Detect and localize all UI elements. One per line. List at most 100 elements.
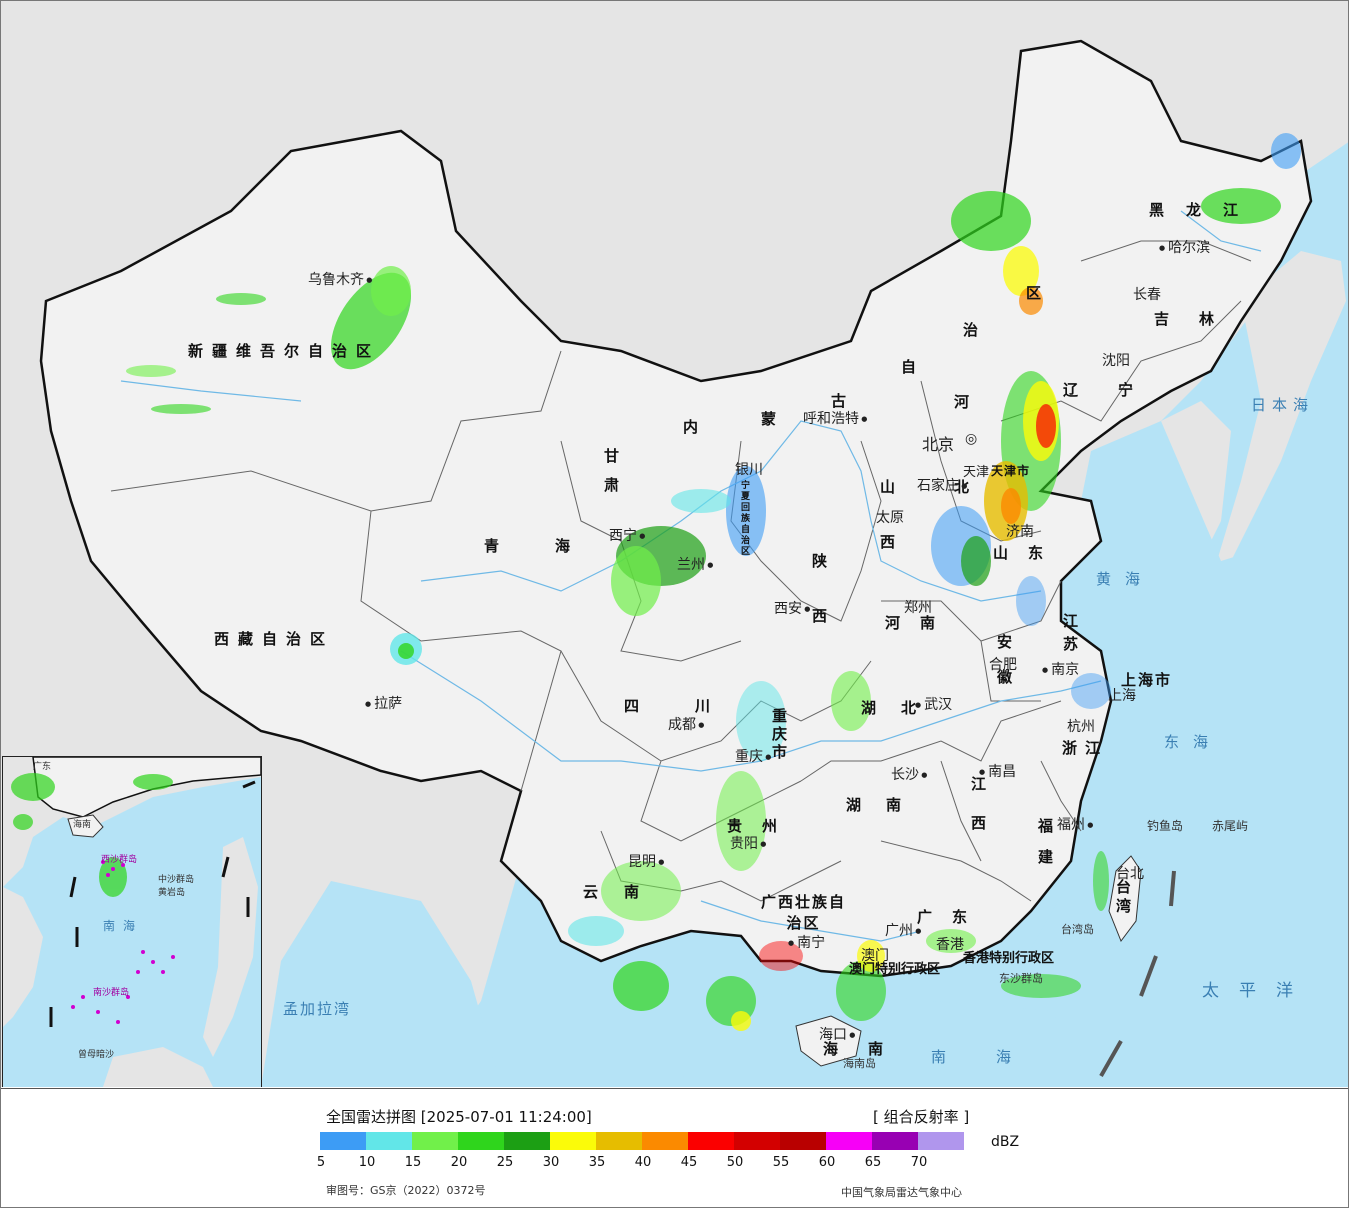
agency-credit: 中国气象局雷达气象中心 — [841, 1186, 962, 1199]
bay-bengal — [261, 881, 501, 1087]
color-swatch — [412, 1132, 458, 1150]
province-shanxi: 山西 — [878, 479, 896, 589]
province-guizhou: 贵州 — [727, 817, 798, 835]
scale-tick-label: 60 — [818, 1155, 836, 1170]
inset-reef-marks — [71, 860, 175, 1024]
province-hainan: 海南 — [823, 1040, 914, 1058]
color-swatch — [780, 1132, 826, 1150]
city-taipei: 台北 — [1116, 866, 1144, 882]
scale-tick-label: 25 — [496, 1155, 514, 1170]
province-jilin: 吉林 — [1154, 310, 1245, 328]
city-hongkong: 香港 — [936, 937, 964, 953]
province-neimenggu-1: 内 — [683, 418, 708, 436]
sea-area — [1001, 421, 1348, 1087]
city-chongqing: 重庆 — [735, 746, 771, 766]
inset-vietnam — [3, 887, 43, 1027]
color-scale-labels: 5 10 15 20 25 30 35 40 45 50 55 60 65 70 — [301, 1155, 961, 1173]
province-neimenggu-4: 自 — [901, 358, 926, 376]
inset-dash-line — [49, 780, 256, 1027]
color-swatch — [320, 1132, 366, 1150]
city-nanjing: 南京 — [1042, 659, 1079, 679]
map-approval-number: 审图号：GS京（2022）0372号 — [326, 1184, 486, 1197]
city-zhengzhou: 郑州 — [904, 600, 932, 616]
city-urumqi: 乌鲁木齐 — [308, 269, 372, 289]
province-hubei: 湖北 — [861, 699, 942, 717]
province-shanghai: 上海市 — [1121, 671, 1173, 689]
inset-svg — [3, 757, 261, 1087]
scale-tick-label: 20 — [450, 1155, 468, 1170]
city-xining: 西宁 — [609, 525, 645, 545]
city-tianjin: 天津 — [963, 465, 990, 480]
legend-title: 全国雷达拼图 [2025-07-01 11:24:00] — [326, 1108, 592, 1126]
inset-echoes — [11, 773, 173, 897]
city-nanning: 南宁 — [788, 932, 825, 952]
scale-tick-label: 70 — [910, 1155, 928, 1170]
city-nanchang: 南昌 — [979, 761, 1016, 781]
inset-borneo — [103, 1047, 213, 1087]
map-area[interactable]: 新疆维吾尔自治区 西藏自治区 青海 甘肃 四川 云南 贵州 广西壮族自治区 广东… — [1, 1, 1348, 1087]
city-shenyang: 沈阳 — [1102, 353, 1130, 369]
scale-tick-label: 40 — [634, 1155, 652, 1170]
province-henan: 河南 — [885, 614, 956, 632]
color-swatch — [918, 1132, 964, 1150]
korea-japan-land — [1161, 251, 1346, 581]
color-swatch — [872, 1132, 918, 1150]
island-hainan: 海南岛 — [843, 1057, 876, 1070]
province-neimenggu-3: 古 — [831, 392, 856, 410]
inset-hainan-label: 海南 — [73, 820, 92, 830]
island-chiwei: 赤尾屿 — [1212, 819, 1249, 833]
province-ningxia: 宁夏回族自治区 — [741, 481, 751, 557]
city-kunming: 昆明 — [628, 851, 664, 871]
color-swatch — [734, 1132, 780, 1150]
province-xizang: 西藏自治区 — [214, 630, 335, 648]
inset-nansha-label: 南沙群岛 — [93, 988, 130, 998]
city-harbin: 哈尔滨 — [1159, 237, 1210, 257]
radar-echoes — [126, 133, 1301, 1031]
color-swatch — [550, 1132, 596, 1150]
province-hunan: 湖南 — [846, 796, 927, 814]
scale-tick-label: 55 — [772, 1155, 790, 1170]
inset-zengmu-label: 曾母暗沙 — [78, 1050, 115, 1060]
province-qinghai: 青海 — [484, 537, 627, 555]
city-hangzhou: 杭州 — [1067, 719, 1095, 735]
province-guangxi: 广西壮族自治区 — [761, 893, 847, 932]
city-beijing: 北京 — [922, 435, 955, 454]
city-guangzhou: 广州 — [885, 920, 921, 940]
inset-hainan — [67, 814, 104, 838]
scale-tick-label: 5 — [316, 1155, 326, 1170]
province-hongkong: 香港特别行政区 — [963, 951, 1055, 966]
sea-east: 东海 — [1164, 733, 1223, 751]
island-dongsha: 东沙群岛 — [999, 972, 1043, 985]
color-scale — [320, 1132, 964, 1150]
city-wuhan: 武汉 — [915, 694, 952, 714]
inset-huangyan-label: 黄岩岛 — [158, 888, 186, 898]
color-swatch — [596, 1132, 642, 1150]
inset-xisha-label: 西沙群岛 — [101, 855, 138, 865]
province-neimenggu-2: 蒙 — [761, 410, 786, 428]
sea-pacific: 太平洋 — [1202, 981, 1313, 1001]
scale-tick-label: 30 — [542, 1155, 560, 1170]
south-sea — [681, 991, 1101, 1087]
scale-tick-label: 15 — [404, 1155, 422, 1170]
city-jinan: 济南 — [1006, 524, 1034, 540]
province-fujian: 福建 — [1036, 818, 1054, 880]
province-zhejiang: 浙江 — [1062, 739, 1109, 757]
province-neimenggu-5: 治 — [963, 321, 988, 339]
south-china-sea-inset: 海南 广东 西沙群岛 中沙群岛 黄岩岛 南海 南沙群岛 曾母暗沙 — [2, 756, 262, 1087]
city-shanghai: 上海 — [1108, 688, 1136, 704]
province-jiangsu: 江苏 — [1061, 613, 1079, 659]
city-fuzhou: 福州 — [1057, 814, 1093, 834]
city-changsha: 长沙 — [891, 764, 927, 784]
scale-tick-label: 65 — [864, 1155, 882, 1170]
color-swatch — [688, 1132, 734, 1150]
city-taiyuan: 太原 — [876, 510, 904, 526]
color-swatch — [458, 1132, 504, 1150]
city-haikou: 海口 — [819, 1024, 855, 1044]
dash-line-marks — [1099, 870, 1176, 1077]
province-anhui: 安徽 — [995, 634, 1013, 704]
color-swatch — [504, 1132, 550, 1150]
province-jiangxi: 江西 — [969, 776, 987, 854]
inset-philippines — [203, 837, 258, 1057]
island-taiwan: 台湾岛 — [1061, 923, 1094, 936]
